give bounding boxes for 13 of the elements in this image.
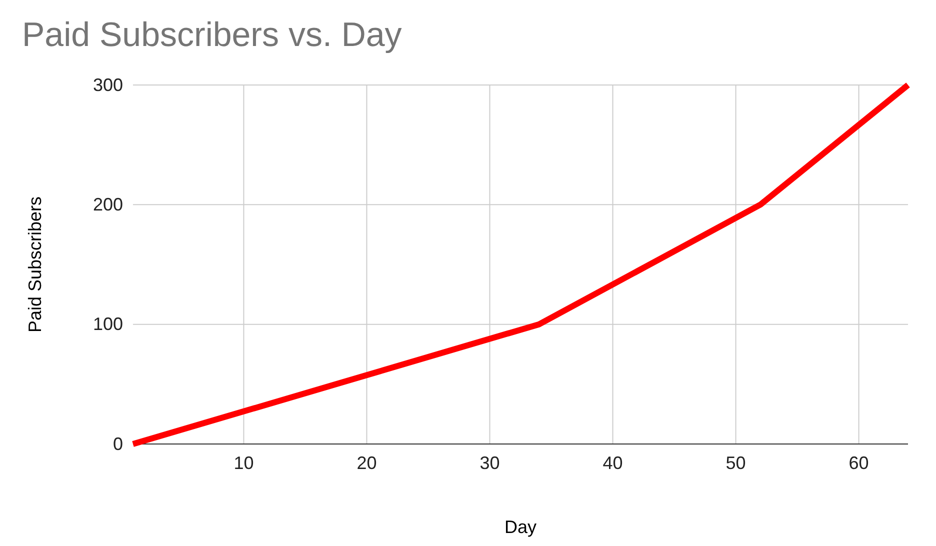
- x-tick-label: 20: [356, 452, 377, 473]
- x-tick-label: 30: [480, 452, 500, 473]
- y-tick-label: 0: [112, 434, 123, 454]
- y-axis-title: Paid Subscribers: [25, 196, 45, 333]
- chart-title: Paid Subscribers vs. Day: [22, 16, 402, 54]
- x-axis-title: Day: [504, 517, 537, 537]
- x-tick-label: 60: [848, 452, 869, 473]
- x-tick-label: 10: [234, 452, 254, 473]
- x-tick-label: 50: [726, 452, 746, 473]
- y-tick-label: 300: [92, 74, 123, 95]
- x-tick-label: 40: [602, 452, 623, 473]
- y-tick-label: 200: [92, 194, 123, 214]
- y-tick-label: 100: [92, 314, 123, 334]
